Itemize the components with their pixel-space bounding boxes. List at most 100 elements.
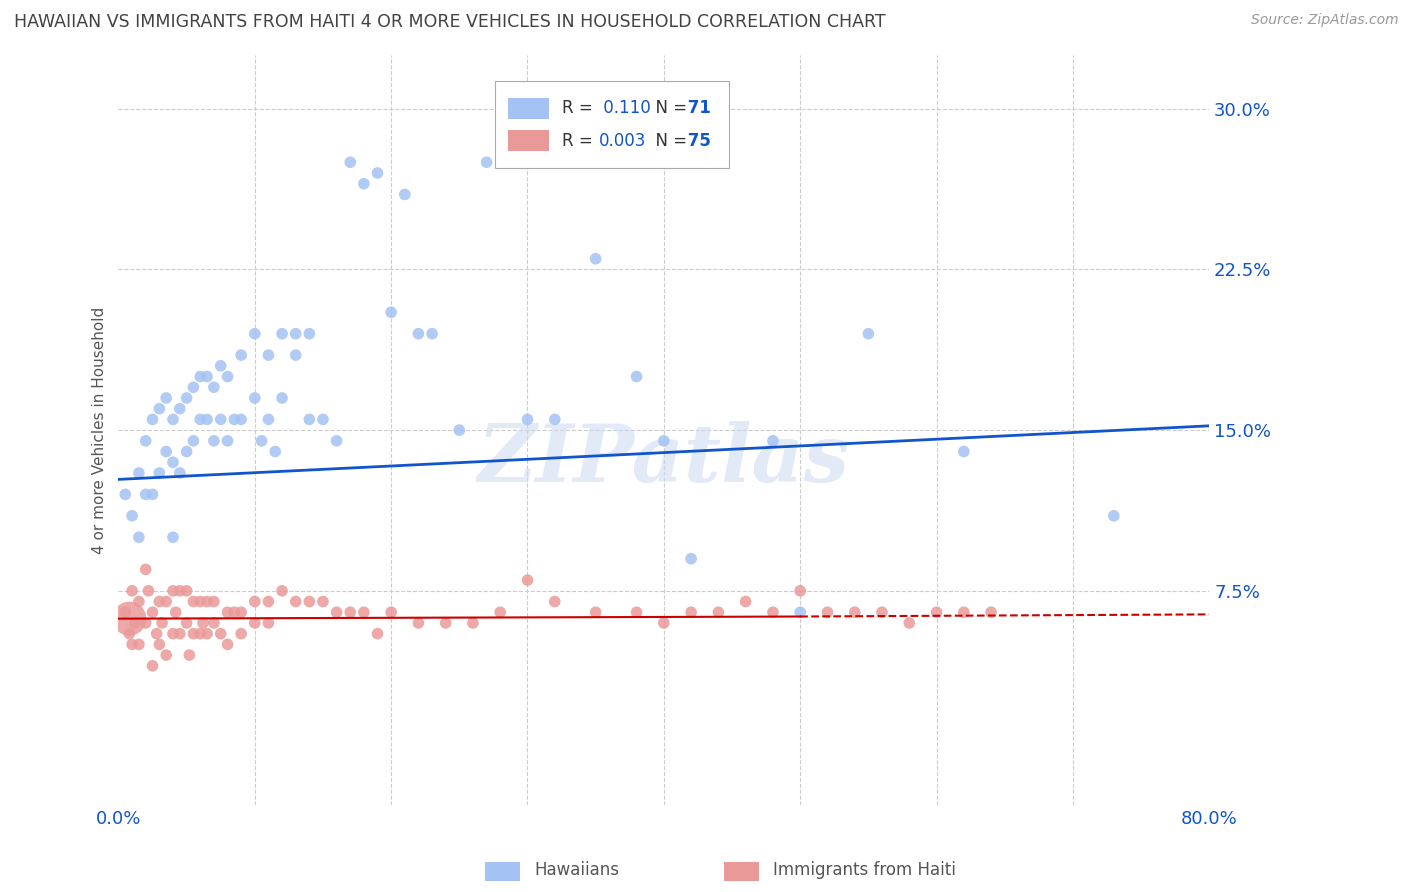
Point (217, 605, 239, 619)
Point (209, 359, 232, 373)
Point (155, 594, 177, 608)
Point (271, 583, 294, 598)
Point (231, 348, 253, 362)
Text: N =: N = (645, 132, 688, 150)
Point (585, 605, 607, 619)
Text: 0.003: 0.003 (599, 132, 645, 150)
Point (128, 530, 150, 544)
Point (325, 605, 347, 619)
Text: R =: R = (562, 99, 593, 118)
Point (188, 369, 211, 384)
Text: Immigrants from Haiti: Immigrants from Haiti (773, 861, 956, 879)
Point (209, 412, 232, 426)
Point (652, 615, 675, 630)
Point (114, 605, 136, 619)
Point (585, 252, 607, 266)
Point (121, 637, 143, 651)
Point (231, 605, 253, 619)
Text: R =: R = (562, 132, 593, 150)
Point (135, 487, 157, 501)
Point (626, 369, 648, 384)
Point (135, 434, 157, 448)
Point (202, 434, 225, 448)
Point (118, 612, 141, 626)
Point (183, 380, 205, 394)
Point (681, 551, 703, 566)
Point (271, 326, 294, 341)
Point (145, 626, 167, 640)
Point (224, 412, 246, 426)
Point (141, 412, 163, 426)
Point (224, 605, 246, 619)
Bar (508, 130, 550, 151)
Text: Source: ZipAtlas.com: Source: ZipAtlas.com (1251, 13, 1399, 28)
Point (202, 380, 225, 394)
Point (250, 434, 273, 448)
FancyBboxPatch shape (495, 81, 730, 168)
Y-axis label: 4 or more Vehicles in Household: 4 or more Vehicles in Household (93, 307, 107, 554)
Point (339, 155, 361, 169)
Point (162, 626, 184, 640)
Point (408, 326, 430, 341)
Point (420, 326, 443, 341)
Point (298, 412, 321, 426)
Point (243, 391, 266, 405)
Point (353, 177, 375, 191)
Text: N =: N = (645, 99, 688, 118)
Point (155, 391, 177, 405)
Point (231, 412, 253, 426)
Text: 0.110: 0.110 (599, 99, 651, 118)
Point (1102, 508, 1125, 523)
Point (243, 326, 266, 341)
Point (339, 605, 361, 619)
Bar (508, 98, 550, 119)
Point (870, 605, 893, 619)
Point (128, 594, 150, 608)
Point (789, 583, 811, 598)
Text: Hawaiians: Hawaiians (534, 861, 619, 879)
Point (124, 615, 146, 630)
Point (475, 155, 498, 169)
Point (128, 637, 150, 651)
Point (762, 434, 785, 448)
Point (243, 615, 266, 630)
Point (148, 594, 170, 608)
Point (150, 615, 173, 630)
Point (489, 605, 512, 619)
Point (169, 626, 191, 640)
Point (257, 348, 280, 362)
Point (257, 412, 280, 426)
Point (707, 605, 730, 619)
Point (681, 605, 703, 619)
Point (980, 605, 1002, 619)
Point (202, 615, 225, 630)
Point (183, 434, 205, 448)
Point (118, 626, 141, 640)
Point (148, 637, 170, 651)
Point (169, 466, 191, 480)
Point (312, 594, 335, 608)
Point (257, 594, 280, 608)
Point (271, 391, 294, 405)
Point (298, 594, 321, 608)
Point (195, 626, 218, 640)
Point (183, 626, 205, 640)
Point (366, 626, 388, 640)
Point (188, 626, 211, 640)
Point (188, 412, 211, 426)
Point (183, 594, 205, 608)
Point (298, 326, 321, 341)
Text: ZIPatlas: ZIPatlas (478, 421, 849, 499)
Point (135, 562, 157, 576)
Point (353, 605, 375, 619)
Point (734, 594, 756, 608)
Point (264, 444, 287, 458)
Point (366, 166, 388, 180)
Point (135, 615, 157, 630)
Point (169, 583, 191, 598)
Point (176, 615, 198, 630)
Point (231, 626, 253, 640)
Point (155, 444, 177, 458)
Point (148, 466, 170, 480)
Point (858, 326, 880, 341)
